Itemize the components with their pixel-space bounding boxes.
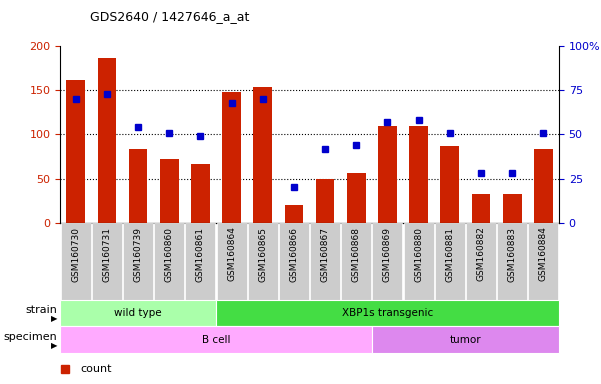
Text: GSM160866: GSM160866 xyxy=(290,227,299,281)
Text: GSM160880: GSM160880 xyxy=(414,227,423,281)
Bar xyxy=(503,194,522,223)
FancyBboxPatch shape xyxy=(341,223,371,300)
Text: strain: strain xyxy=(25,305,57,315)
Text: tumor: tumor xyxy=(450,335,481,345)
Bar xyxy=(66,79,85,223)
Text: GSM160868: GSM160868 xyxy=(352,227,361,281)
FancyBboxPatch shape xyxy=(310,223,340,300)
Text: ▶: ▶ xyxy=(50,314,57,323)
Bar xyxy=(472,194,490,223)
Bar xyxy=(347,173,365,223)
Bar xyxy=(254,87,272,223)
FancyBboxPatch shape xyxy=(216,223,246,300)
Text: GSM160882: GSM160882 xyxy=(477,227,486,281)
FancyBboxPatch shape xyxy=(528,223,558,300)
Bar xyxy=(191,164,210,223)
Bar xyxy=(129,149,147,223)
Text: GSM160884: GSM160884 xyxy=(539,227,548,281)
Text: GSM160861: GSM160861 xyxy=(196,227,205,281)
FancyBboxPatch shape xyxy=(373,223,403,300)
FancyBboxPatch shape xyxy=(497,223,527,300)
FancyBboxPatch shape xyxy=(61,223,91,300)
Text: GSM160869: GSM160869 xyxy=(383,227,392,281)
Bar xyxy=(372,326,559,353)
FancyBboxPatch shape xyxy=(466,223,496,300)
Bar xyxy=(534,149,553,223)
Text: GSM160881: GSM160881 xyxy=(445,227,454,281)
Text: ▶: ▶ xyxy=(50,341,57,350)
FancyBboxPatch shape xyxy=(123,223,153,300)
Text: GSM160860: GSM160860 xyxy=(165,227,174,281)
Text: GSM160731: GSM160731 xyxy=(102,227,111,281)
Text: specimen: specimen xyxy=(4,332,57,342)
Text: GSM160864: GSM160864 xyxy=(227,227,236,281)
Bar xyxy=(97,58,116,223)
Text: count: count xyxy=(80,364,112,374)
Bar xyxy=(222,92,241,223)
Text: B cell: B cell xyxy=(202,335,230,345)
Bar xyxy=(60,300,216,326)
Text: wild type: wild type xyxy=(114,308,162,318)
Text: GSM160883: GSM160883 xyxy=(508,227,517,281)
Bar xyxy=(216,300,559,326)
Bar xyxy=(285,205,304,223)
Text: GSM160867: GSM160867 xyxy=(320,227,329,281)
FancyBboxPatch shape xyxy=(404,223,433,300)
Text: GSM160865: GSM160865 xyxy=(258,227,267,281)
Bar xyxy=(60,326,372,353)
FancyBboxPatch shape xyxy=(154,223,184,300)
Text: GSM160739: GSM160739 xyxy=(133,227,142,281)
Text: GDS2640 / 1427646_a_at: GDS2640 / 1427646_a_at xyxy=(90,10,249,23)
FancyBboxPatch shape xyxy=(186,223,215,300)
FancyBboxPatch shape xyxy=(279,223,309,300)
Bar xyxy=(441,146,459,223)
Text: GSM160730: GSM160730 xyxy=(71,227,80,281)
Text: XBP1s transgenic: XBP1s transgenic xyxy=(342,308,433,318)
Bar xyxy=(378,126,397,223)
FancyBboxPatch shape xyxy=(435,223,465,300)
FancyBboxPatch shape xyxy=(92,223,122,300)
FancyBboxPatch shape xyxy=(248,223,278,300)
Bar xyxy=(160,159,178,223)
Bar xyxy=(316,179,335,223)
Bar xyxy=(409,126,428,223)
